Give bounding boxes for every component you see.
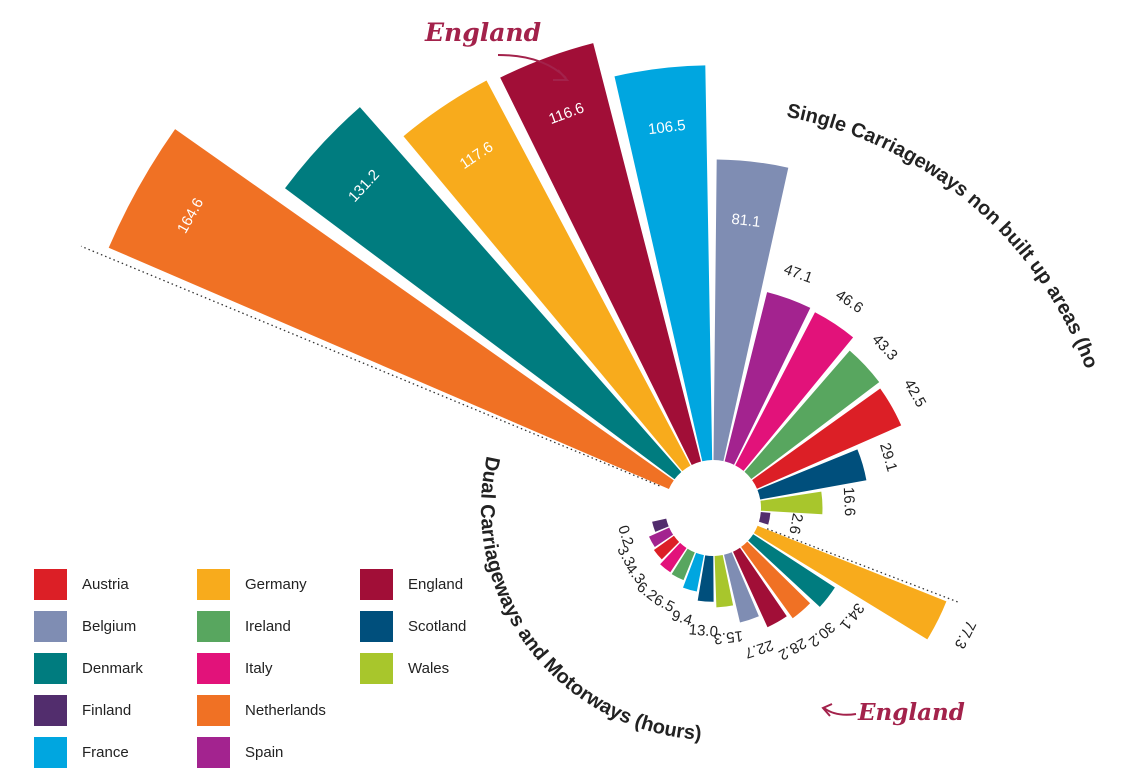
- legend-swatch: [360, 568, 393, 600]
- label-dual-belgium: 22.7: [743, 636, 776, 661]
- legend-item-france: France: [34, 736, 129, 768]
- single-carriageway-bars: [108, 43, 902, 525]
- bar-dual-belgium: [724, 552, 759, 623]
- label-dual-wales: 15.3: [713, 627, 744, 647]
- bar-single-france: [614, 65, 713, 462]
- legend-label: Belgium: [82, 617, 137, 635]
- bar-single-italy: [735, 312, 854, 471]
- legend-item-germany: Germany: [197, 568, 307, 600]
- legend-item-denmark: Denmark: [34, 652, 143, 684]
- bar-single-scotland: [757, 449, 867, 500]
- bar-dual-wales: [714, 555, 734, 608]
- bar-dual-italy: [660, 542, 687, 573]
- legend-item-belgium: Belgium: [34, 610, 136, 642]
- legend-swatch: [360, 610, 393, 642]
- legend-swatch: [197, 736, 230, 768]
- callout-arrowhead-dual: [821, 703, 833, 717]
- legend-swatch: [197, 652, 230, 684]
- legend-swatch: [34, 736, 67, 768]
- legend-swatch: [34, 694, 67, 726]
- legend-swatch: [34, 610, 67, 642]
- legend-label: Finland: [82, 701, 132, 719]
- legend-item-spain: Spain: [197, 736, 283, 768]
- bar-single-wales: [760, 491, 823, 515]
- bar-single-austria: [752, 388, 902, 489]
- label-dual-germany: 77.3: [951, 618, 979, 652]
- label-single-finland: 2.6: [785, 512, 806, 536]
- legend-label: Spain: [245, 743, 284, 761]
- label-dual-england: 28.2: [775, 634, 809, 663]
- label-dual-france: 9.4: [669, 607, 694, 629]
- bar-dual-germany: [753, 525, 947, 640]
- label-dual-scotland: 13.0: [688, 621, 718, 640]
- callout-arrow-dual: [823, 707, 857, 716]
- legend-swatch: [34, 652, 67, 684]
- bar-single-belgium: [713, 159, 789, 462]
- legend-label: Ireland: [245, 617, 291, 635]
- bar-dual-finland: [652, 518, 669, 532]
- bar-dual-england: [733, 547, 787, 628]
- legend-item-finland: Finland: [34, 694, 131, 726]
- legend-item-ireland: Ireland: [197, 610, 291, 642]
- legend-item-scotland: Scotland: [360, 610, 466, 642]
- legend-swatch: [34, 568, 67, 600]
- bar-single-ireland: [744, 350, 880, 479]
- bar-dual-france: [683, 552, 704, 592]
- bar-dual-scotland: [697, 555, 714, 602]
- legend-label: Netherlands: [245, 701, 326, 719]
- label-single-austria: 42.5: [900, 376, 929, 410]
- bar-single-denmark: [285, 107, 682, 480]
- bar-dual-ireland: [671, 548, 695, 581]
- legend-swatch: [360, 652, 393, 684]
- legend-label: England: [408, 575, 464, 593]
- legend-label: Denmark: [82, 659, 143, 677]
- label-dual-finland: 0.2: [614, 523, 637, 548]
- callout-arrowhead-single: [553, 69, 570, 81]
- label-single-france: 106.5: [647, 117, 686, 138]
- bar-single-netherlands: [108, 129, 674, 489]
- legend-swatch: [197, 568, 230, 600]
- legend-item-england: England: [360, 568, 463, 600]
- legend-item-netherlands: Netherlands: [197, 694, 326, 726]
- label-single-ireland: 43.3: [869, 331, 901, 364]
- bar-dual-austria: [653, 535, 680, 560]
- legend-item-italy: Italy: [197, 652, 273, 684]
- bar-single-spain: [724, 292, 811, 465]
- england-callouts: England England: [424, 18, 965, 726]
- label-single-spain: 47.1: [782, 261, 815, 287]
- dual-carriageway-bars: [649, 518, 947, 640]
- legend: Austria Belgium Denmark Finland France German…: [34, 568, 514, 773]
- bar-dual-spain: [649, 527, 674, 547]
- label-single-belgium: 81.1: [730, 211, 761, 231]
- legend-label: France: [82, 743, 129, 761]
- label-dual-denmark: 34.1: [836, 600, 867, 633]
- legend-swatch: [197, 694, 230, 726]
- legend-item-austria: Austria: [34, 568, 129, 600]
- bar-dual-denmark: [748, 534, 835, 607]
- legend-label: Germany: [245, 575, 307, 593]
- legend-label: Italy: [245, 659, 273, 677]
- legend-label: Wales: [408, 659, 450, 677]
- legend-item-wales: Wales: [360, 652, 449, 684]
- legend-label: Scotland: [408, 617, 467, 635]
- legend-swatch: [197, 610, 230, 642]
- bar-single-england: [500, 43, 701, 465]
- label-single-wales: 16.6: [840, 487, 858, 517]
- label-single-scotland: 29.1: [876, 441, 900, 474]
- bar-single-germany: [403, 80, 691, 472]
- callout-england-single: England: [424, 18, 541, 47]
- legend-label: Austria: [82, 575, 129, 593]
- label-dual-netherlands: 30.2: [805, 618, 838, 650]
- baseline-single: [80, 245, 660, 487]
- bar-single-finland: [759, 512, 771, 525]
- label-single-italy: 46.6: [832, 287, 866, 317]
- bar-dual-netherlands: [741, 541, 811, 619]
- callout-england-dual: England: [857, 699, 965, 726]
